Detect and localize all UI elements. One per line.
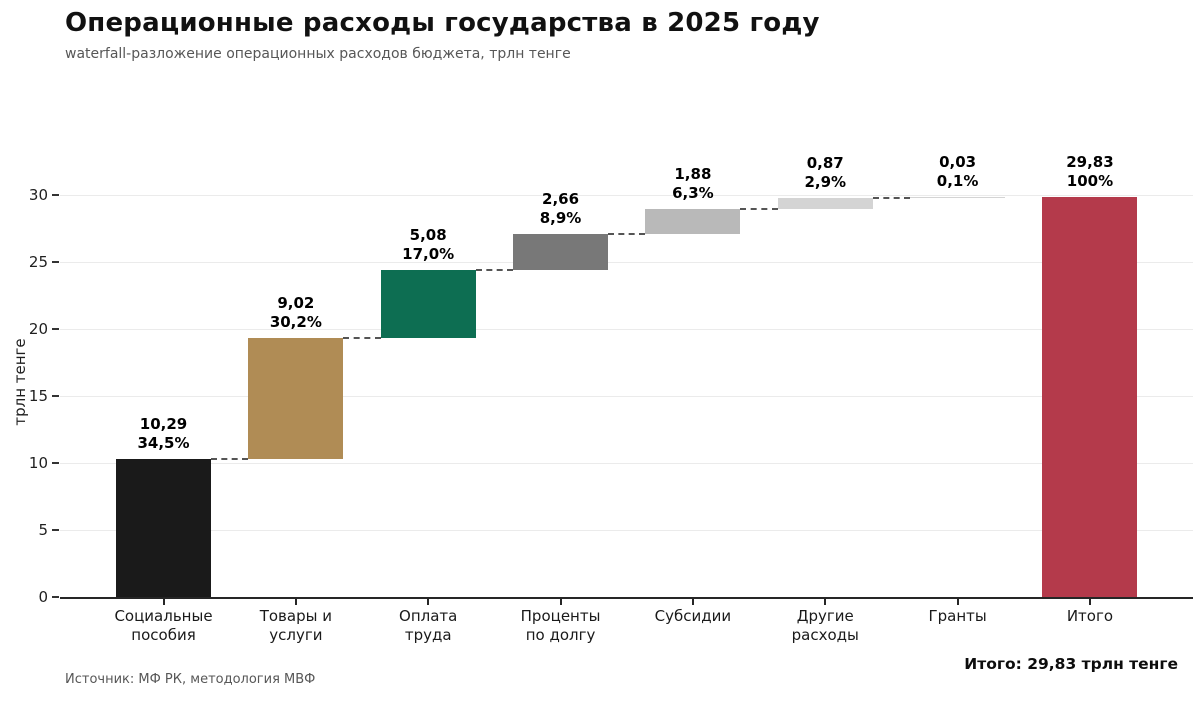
y-tick-label: 15 (28, 386, 48, 405)
y-tick-label: 10 (28, 453, 48, 472)
category-label-6: Гранты (928, 607, 987, 625)
x-tick-mark (559, 599, 562, 605)
bar-value: 9,02 (277, 294, 315, 313)
x-tick-mark (1088, 599, 1091, 605)
bar-2 (380, 270, 476, 339)
x-tick-mark (162, 599, 165, 605)
gridline (60, 261, 1193, 263)
category-label-5: Другие расходы (791, 607, 859, 644)
connector-4 (740, 208, 778, 211)
connector-5 (872, 196, 911, 199)
bar-value: 29,83 (1066, 153, 1114, 172)
source-note: Источник: МФ РК, методология МВФ (65, 672, 316, 687)
y-tick-mark (52, 193, 59, 196)
y-tick-label: 0 (38, 588, 48, 606)
bar-value-label-3: 2,66 8,9% (491, 190, 631, 228)
connector-0 (211, 458, 249, 461)
x-tick-mark (691, 599, 694, 605)
bar-value-label-5: 0,87 2,9% (755, 154, 895, 192)
bar-value-label-6: 0,03 0,1% (888, 153, 1028, 191)
y-tick-label: 25 (28, 252, 48, 271)
total-annotation: Итого: 29,83 трлн тенге (964, 655, 1178, 673)
gridline (60, 328, 1193, 330)
y-tick-mark (52, 461, 59, 464)
gridline (60, 194, 1193, 196)
chart-title: Операционные расходы государства в 2025 … (65, 8, 820, 38)
chart-subtitle: waterfall-разложение операционных расход… (65, 46, 571, 62)
x-tick-mark (956, 599, 959, 605)
x-axis-line (60, 597, 1193, 599)
category-label-1: Товары и услуги (259, 607, 332, 644)
connector-1 (343, 337, 381, 340)
x-tick-mark (294, 599, 297, 605)
category-label-3: Проценты по долгу (520, 607, 601, 644)
y-tick-mark (52, 327, 59, 330)
bar-value-label-7: 29,83 100% (1020, 153, 1160, 191)
bar-7 (1042, 197, 1138, 597)
bar-percent: 2,9% (804, 172, 847, 191)
connector-2 (475, 269, 514, 272)
bar-4 (645, 209, 741, 235)
y-axis-label: трлн тенге (11, 338, 29, 426)
y-tick-mark (52, 260, 59, 263)
bar-0 (116, 459, 211, 597)
gridline (60, 462, 1193, 464)
bar-percent: 30,2% (269, 313, 322, 332)
x-tick-mark (824, 599, 827, 605)
bar-percent: 100% (1066, 172, 1114, 191)
bar-percent: 34,5% (137, 434, 190, 453)
bar-1 (248, 338, 344, 460)
x-tick-mark (427, 599, 430, 605)
bar-percent: 6,3% (672, 184, 714, 203)
bar-value: 0,03 (939, 153, 977, 172)
y-tick-mark (52, 394, 59, 397)
y-tick-mark (52, 596, 59, 598)
y-tick-label: 5 (38, 520, 48, 539)
bar-value: 1,88 (674, 165, 712, 184)
bar-value-label-1: 9,02 30,2% (226, 294, 366, 332)
category-label-4: Субсидии (654, 607, 732, 625)
bar-value-label-2: 5,08 17,0% (358, 226, 498, 264)
gridline (60, 529, 1193, 531)
y-tick-label: 20 (28, 319, 48, 338)
bar-5 (777, 197, 873, 210)
bar-value: 0,87 (806, 153, 844, 172)
category-label-0: Социальные пособия (114, 607, 213, 644)
bar-percent: 8,9% (539, 209, 582, 228)
category-label-2: Оплата труда (399, 607, 458, 644)
bar-value: 10,29 (139, 415, 188, 434)
bar-percent: 17,0% (402, 245, 455, 264)
y-tick-mark (52, 528, 59, 531)
bar-percent: 0,1% (936, 172, 979, 191)
connector-3 (608, 233, 646, 236)
bar-value-label-0: 10,29 34,5% (94, 415, 234, 453)
category-label-7: Итого (1066, 607, 1114, 625)
y-tick-label: 30 (28, 185, 48, 204)
bar-3 (513, 234, 609, 271)
bar-value-label-4: 1,88 6,3% (623, 165, 763, 203)
bar-value: 5,08 (409, 226, 447, 245)
bar-value: 2,66 (542, 190, 580, 209)
bar-6 (910, 197, 1006, 199)
gridline (60, 395, 1193, 397)
